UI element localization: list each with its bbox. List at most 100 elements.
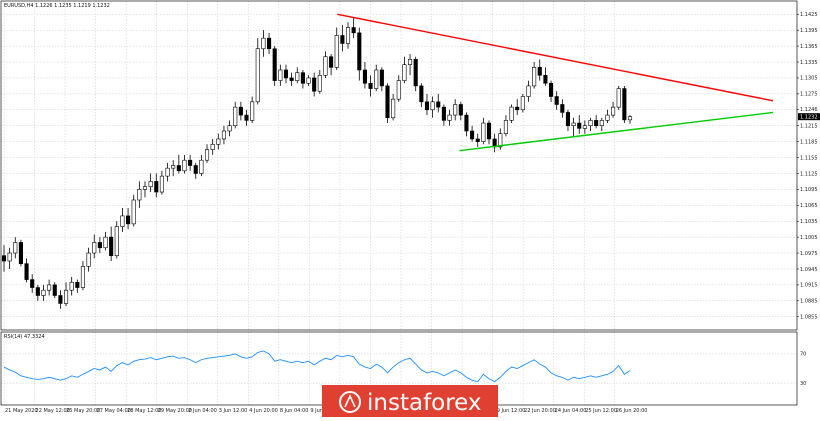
candle-up [165, 167, 170, 177]
candle-down [283, 69, 289, 79]
time-tick-label: 8 Jun 04:00 [280, 408, 309, 414]
candle-down [126, 215, 131, 225]
price-tick-label: 1.1125 [800, 171, 818, 177]
candle-up [582, 125, 587, 129]
candle-down [379, 69, 384, 87]
candle-up [13, 242, 18, 254]
candle-up [210, 143, 215, 150]
candle-down [238, 106, 243, 116]
watermark: instaforex [322, 385, 498, 417]
candle-up [69, 281, 74, 291]
candle-up [199, 159, 204, 174]
candle-down [424, 101, 430, 111]
candle-down [75, 281, 80, 288]
candle-up [250, 101, 255, 121]
candle-down [554, 96, 559, 105]
candle-down [362, 69, 367, 84]
candle-down [329, 56, 334, 68]
time-tick-label: 27 May 04:00 [97, 408, 131, 414]
price-axis: 1.1425 1.1395 1.1365 1.1335 1.1305 1.1275 1.12… [797, 12, 818, 321]
candle-up [453, 104, 458, 116]
candle-down [244, 114, 249, 121]
candle-up [182, 159, 187, 172]
rsi-tick-label: 30 [800, 381, 806, 387]
candle-up [278, 69, 283, 81]
price-tick-label: 1.1305 [800, 76, 818, 82]
candle-up [526, 85, 531, 97]
price-tick-label: 1.0945 [800, 267, 818, 273]
time-tick-label: 28 May 12:00 [127, 408, 161, 414]
price-tick-label: 1.1335 [800, 60, 818, 66]
price-tick-label: 1.1395 [800, 28, 818, 34]
candle-up [137, 189, 142, 201]
candle-up [80, 266, 86, 288]
price-tick-label: 1.1005 [800, 235, 818, 241]
candle-down [543, 74, 548, 84]
candle-down [475, 138, 480, 142]
candle-up [323, 56, 328, 76]
candle-down [458, 104, 463, 116]
price-tick-label: 1.1425 [800, 12, 818, 18]
candle-down [351, 27, 356, 34]
candle-up [345, 27, 351, 44]
rsi-label: RSI(14) 47.3324 [4, 334, 45, 340]
candle-up [402, 64, 407, 81]
candle-up [430, 101, 435, 111]
candle-up [142, 186, 148, 190]
price-tick-label: 1.1365 [800, 44, 818, 50]
price-tick-label: 1.1095 [800, 187, 818, 193]
candle-down [419, 85, 424, 103]
price-tick-label: 1.0975 [800, 251, 818, 257]
candle-down [464, 114, 469, 132]
candle-up [605, 114, 610, 121]
candle-down [357, 32, 362, 71]
price-tick-label: 1.1275 [800, 92, 818, 98]
candle-up [503, 120, 508, 134]
candle-up [227, 125, 232, 132]
candle-down [441, 106, 446, 121]
candle-up [509, 106, 514, 121]
price-tick-label: 1.0885 [800, 299, 818, 305]
candle-down [109, 236, 114, 257]
candle-down [486, 122, 492, 140]
candle-up [204, 149, 210, 161]
candle-up [317, 74, 322, 92]
last-price-marker: 1.1232 [798, 113, 820, 120]
price-tick-label: 1.1215 [800, 124, 818, 130]
candle-down [289, 77, 294, 81]
candle-down [24, 263, 29, 280]
candle-up [391, 98, 396, 119]
price-tick-label: 1.0855 [800, 315, 818, 321]
candle-down [30, 279, 35, 288]
time-tick-label: 25 May 20:00 [66, 408, 100, 414]
time-tick-label: 24 Jun 04:00 [555, 408, 587, 414]
candle-up [216, 138, 221, 145]
time-tick-label: 21 May 2020 [5, 408, 38, 414]
support-trendline [459, 111, 774, 152]
candle-up [255, 48, 260, 103]
price-tick-label: 1.1185 [800, 139, 818, 145]
price-panel-frame [0, 0, 798, 331]
candle-down [267, 37, 272, 50]
candle-up [103, 236, 108, 249]
candle-down [470, 130, 475, 140]
candle-up [396, 80, 401, 100]
candle-down [193, 165, 198, 174]
candle-up [159, 175, 164, 193]
price-tick-label: 1.1155 [800, 155, 818, 161]
candle-up [447, 114, 452, 121]
candle-up [306, 77, 311, 84]
candle-up [611, 106, 616, 116]
time-tick-label: 4 Jun 20:00 [249, 408, 278, 414]
time-tick-label: 22 May 12:00 [36, 408, 70, 414]
candle-down [548, 82, 554, 97]
candle-up [47, 284, 52, 291]
candle-up [498, 133, 503, 148]
time-tick-label: 29 May 20:00 [158, 408, 192, 414]
candle-down [154, 181, 159, 193]
candle-down [537, 67, 542, 76]
candle-down [188, 159, 193, 166]
candle-down [52, 284, 57, 296]
last-price-box [798, 113, 820, 121]
